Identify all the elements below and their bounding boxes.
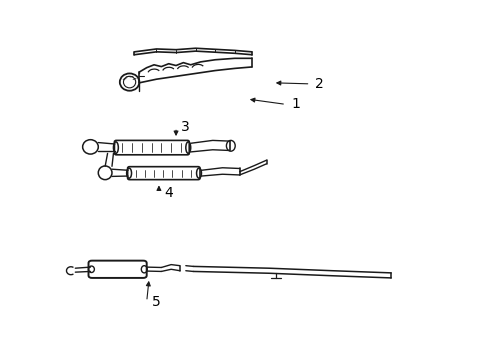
Text: 5: 5 [151,295,160,309]
Text: 3: 3 [181,121,189,134]
Text: 1: 1 [290,98,299,111]
Text: 4: 4 [163,186,172,200]
Text: 2: 2 [315,77,324,91]
